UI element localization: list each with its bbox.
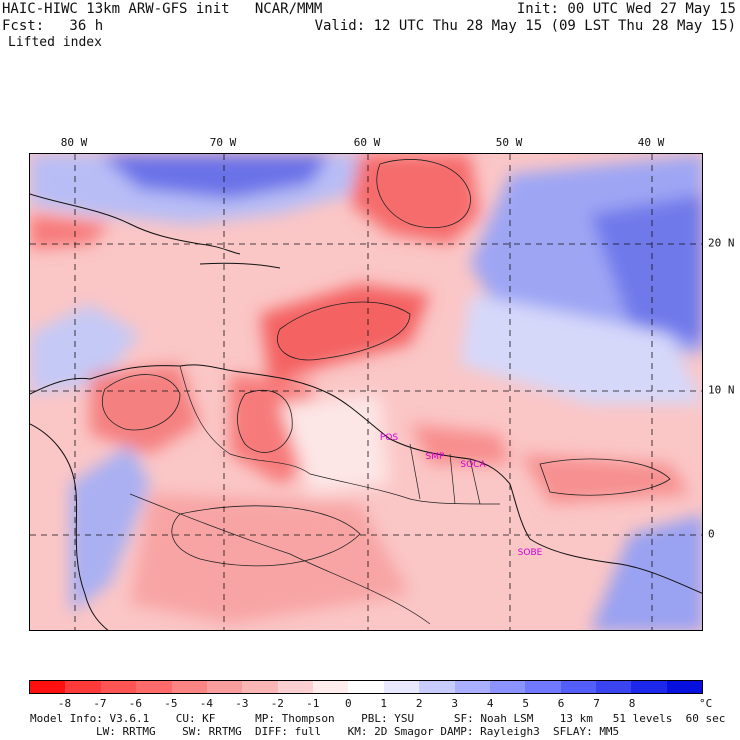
border-guyana	[409, 443, 421, 500]
lat-label-0: 0	[708, 527, 715, 541]
color-swatch	[136, 681, 172, 693]
color-scale-tick: -8	[57, 697, 72, 710]
border-colombia-peru-brazil	[129, 493, 431, 625]
color-scale-tick: 1	[380, 697, 388, 710]
model-title: HAIC-HIWC 13km ARW-GFS init NCAR/MMM	[2, 1, 323, 17]
contour-atlantic	[539, 458, 671, 496]
color-scale-tick: -1	[306, 697, 320, 710]
stable-band-east	[460, 294, 702, 404]
color-swatch	[560, 681, 596, 693]
init-time: Init: 00 UTC Wed 27 May 15	[516, 1, 736, 17]
color-scale-tick: -7	[93, 697, 107, 710]
color-swatch	[206, 681, 243, 693]
color-scale-bar	[29, 680, 703, 694]
color-swatch	[100, 681, 137, 693]
model-info-line1: Model Info: V3.6.1 CU: KF MP: Thompson P…	[30, 712, 726, 725]
color-swatch	[171, 681, 207, 693]
color-scale-tick: 7	[593, 697, 600, 710]
color-swatch	[666, 681, 703, 693]
lon-label-70w: 70 W	[209, 136, 237, 149]
contour-colombia	[101, 374, 181, 431]
unstable-region-colombia	[90, 364, 200, 454]
lon-label-50w: 50 W	[495, 136, 523, 149]
lat-label-10n: 10 N	[708, 383, 735, 397]
contour-amazon	[171, 505, 361, 567]
color-swatch	[313, 681, 349, 693]
color-swatch	[242, 681, 278, 693]
color-swatch	[30, 681, 66, 693]
lon-label-60w: 60 W	[353, 136, 381, 149]
model-info-line2: LW: RRTMG SW: RRTMG DIFF: full KM: 2D Sm…	[96, 725, 620, 738]
border-french-guiana	[469, 458, 481, 505]
coastline-greater-antilles	[30, 193, 241, 255]
color-scale-tick: -5	[164, 697, 178, 710]
contour-north	[376, 159, 471, 228]
stable-core-east	[590, 194, 702, 344]
map-canvas	[30, 154, 702, 630]
color-scale-tick: -4	[199, 697, 213, 710]
color-scale-tick: -6	[128, 697, 143, 710]
coastline-hispaniola	[199, 262, 281, 269]
coastline-pacific	[30, 423, 109, 630]
unstable-region-amazon	[130, 494, 410, 624]
color-scale-tick: 2	[415, 697, 423, 710]
lifted-index-map: POS SMP SOCA SOBE	[29, 153, 703, 631]
stable-region-west	[30, 304, 140, 394]
station-soca: SOCA	[460, 460, 486, 470]
color-scale-tick: 0	[344, 697, 352, 710]
color-swatch	[525, 681, 561, 693]
border-suriname	[449, 453, 456, 505]
color-scale-tick: 5	[522, 697, 529, 710]
neutral-region-llanos	[280, 394, 390, 494]
lon-label-80w: 80 W	[60, 136, 88, 149]
contour-venezuela	[237, 390, 293, 453]
color-swatch	[596, 681, 632, 693]
stable-region-southeast	[590, 514, 702, 630]
forecast-hour: Fcst: 36 h	[2, 18, 104, 34]
lon-label-40w: 40 W	[637, 136, 665, 149]
color-swatch	[631, 681, 667, 693]
color-swatch	[489, 681, 526, 693]
stable-core-north	[100, 154, 330, 199]
valid-time: Valid: 12 UTC Thu 28 May 15 (09 LST Thu …	[314, 18, 736, 34]
coastline-south-america	[30, 364, 702, 594]
color-swatch	[277, 681, 313, 693]
station-sobe: SOBE	[517, 548, 543, 558]
color-scale-tick: 8	[628, 697, 636, 710]
color-scale-tick: 3	[451, 697, 458, 710]
color-swatch	[419, 681, 455, 693]
stable-region-andes	[70, 444, 150, 614]
unstable-region-north	[350, 154, 480, 244]
contour-central	[277, 301, 411, 361]
lat-label-20n: 20 N	[708, 236, 735, 250]
color-scale-tick: -2	[270, 697, 284, 710]
color-swatch	[383, 681, 420, 693]
color-swatch	[348, 681, 384, 693]
color-scale-tick: 6	[557, 697, 565, 710]
color-swatch	[454, 681, 490, 693]
border-venezuela-brazil	[309, 473, 501, 505]
color-scale-tick: -3	[235, 697, 249, 710]
color-scale-unit: °C	[699, 697, 713, 710]
color-swatch	[65, 681, 101, 693]
field-name: Lifted index	[8, 35, 102, 50]
unstable-band-central	[260, 284, 430, 384]
station-smp: SMP	[425, 452, 445, 462]
color-scale-tick: 4	[486, 697, 494, 710]
border-colombia-venezuela	[179, 365, 311, 475]
station-pos: POS	[379, 433, 399, 443]
unstable-region-cuba	[30, 214, 110, 249]
